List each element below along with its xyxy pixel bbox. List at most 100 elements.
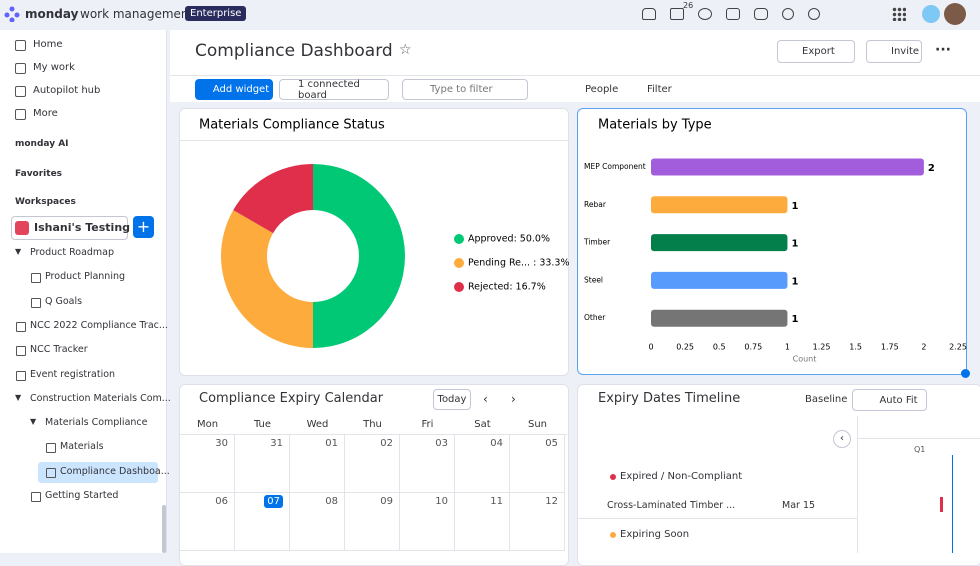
- tree-item[interactable]: Product Roadmap: [30, 247, 115, 258]
- group-dot: [610, 474, 616, 480]
- top-icons[interactable]: [642, 8, 942, 22]
- weekday: Mon: [196, 419, 219, 430]
- more-icon[interactable]: ···: [935, 42, 951, 58]
- icon[interactable]: [782, 8, 794, 20]
- plan-badge: Enterprise: [185, 6, 247, 21]
- divider: [170, 75, 980, 76]
- day-number: 03: [435, 438, 448, 449]
- tree-item[interactable]: Materials: [60, 441, 104, 453]
- tree-icon: [31, 297, 41, 308]
- filter-button[interactable]: Filter: [647, 84, 672, 95]
- data-label: 1: [791, 239, 798, 250]
- day-cell: 05: [510, 435, 565, 493]
- account-icon[interactable]: [922, 5, 940, 23]
- baseline-button[interactable]: Baseline: [805, 394, 848, 405]
- day-number: 04: [490, 438, 503, 449]
- tree-icon: [16, 370, 26, 381]
- add-widget-button[interactable]: Add widget: [195, 79, 273, 100]
- tree-item[interactable]: NCC 2022 Compliance Trac...: [30, 319, 168, 331]
- x-tick-label: 0.25: [676, 343, 694, 352]
- data-label: 1: [791, 314, 798, 325]
- donut-slice: [233, 164, 313, 234]
- avatar[interactable]: [944, 3, 966, 25]
- legend-swatch: [454, 258, 464, 268]
- auto-fit-button[interactable]: Auto Fit: [852, 389, 927, 411]
- section-label: Favorites: [15, 169, 63, 179]
- nav-item[interactable]: Autopilot hub: [33, 85, 101, 96]
- charts: Materials Compliance Status Approved: 50.…: [199, 118, 967, 364]
- timeline-bar: [940, 497, 943, 512]
- filter-input[interactable]: Type to filter: [402, 79, 528, 100]
- donut-slice: [313, 164, 405, 348]
- nav-icon: [15, 40, 26, 51]
- weekday: Sat: [474, 419, 491, 430]
- legend-swatch: [454, 282, 464, 292]
- y-tick-label: Steel: [584, 275, 603, 284]
- connected-board-button[interactable]: 1 connected board: [279, 79, 389, 101]
- next-button[interactable]: ›: [511, 392, 516, 406]
- prev-button[interactable]: ‹: [483, 392, 488, 406]
- workspace-name: Ishani's Testing: [34, 221, 131, 234]
- top-bar: monday work management Enterprise 26: [0, 0, 980, 30]
- divider: [180, 434, 567, 435]
- x-tick-label: 0.5: [713, 343, 726, 352]
- resize-handle[interactable]: [961, 369, 970, 378]
- legend-label: Pending Re... : 33.3%: [468, 258, 570, 269]
- icon[interactable]: [670, 8, 684, 20]
- day-cell: 06: [180, 493, 235, 551]
- widget-title: Materials by Type: [598, 118, 712, 133]
- day-cell: 01: [290, 435, 345, 493]
- nav-item[interactable]: My work: [33, 62, 75, 73]
- x-tick-label: 1: [785, 343, 790, 352]
- day-cell: 31: [235, 435, 290, 493]
- export-button[interactable]: Export: [777, 40, 855, 63]
- tree-item[interactable]: Materials Compliance: [45, 417, 148, 429]
- weekday: Tue: [253, 419, 272, 430]
- today-button[interactable]: Today: [433, 389, 471, 410]
- day-number: 06: [215, 496, 228, 507]
- people-button[interactable]: People: [585, 84, 619, 95]
- day-number: 07: [264, 495, 283, 508]
- tree-item[interactable]: Product Planning: [45, 271, 126, 283]
- icon[interactable]: [642, 8, 656, 20]
- today-label: Today: [437, 394, 467, 405]
- nav-item[interactable]: More: [33, 108, 58, 119]
- tree-item[interactable]: Compliance Dashboa...: [60, 465, 170, 477]
- group-name: Expired / Non-Compliant: [620, 471, 743, 482]
- invite-button[interactable]: Invite: [866, 40, 922, 63]
- icon[interactable]: [726, 8, 740, 20]
- collapse-button[interactable]: ‹: [833, 430, 851, 448]
- day-cell: 04: [455, 435, 510, 493]
- tree-item[interactable]: Construction Materials Com...: [30, 392, 171, 404]
- workspace-select[interactable]: Ishani's Testing: [11, 216, 131, 240]
- icon[interactable]: [698, 8, 712, 20]
- day-cell: 11: [455, 493, 510, 551]
- tree-icon: [31, 273, 41, 284]
- add-button[interactable]: +: [133, 216, 154, 238]
- day-number: 31: [270, 438, 283, 449]
- bar: [651, 158, 924, 176]
- tree-item[interactable]: NCC Tracker: [30, 344, 88, 356]
- nav-item[interactable]: Home: [33, 39, 63, 50]
- tree-item[interactable]: Q Goals: [45, 295, 83, 307]
- tree-item[interactable]: Getting Started: [45, 490, 119, 501]
- star-icon[interactable]: ☆: [399, 42, 412, 58]
- day-cell: 08: [290, 493, 345, 551]
- nav-icon: [15, 63, 26, 74]
- divider: [857, 416, 858, 553]
- brand: monday: [25, 7, 79, 21]
- x-tick-label: 2: [921, 343, 926, 352]
- item-name: Cross-Laminated Timber ...: [607, 500, 736, 511]
- weekday: Sun: [527, 419, 548, 430]
- tree-arrow: ▼: [15, 247, 22, 256]
- icon[interactable]: [808, 8, 820, 20]
- item-date: Mar 15: [782, 500, 816, 511]
- weekday: Wed: [306, 419, 329, 430]
- tree-item[interactable]: Event registration: [30, 368, 116, 380]
- apps-icon[interactable]: [892, 7, 906, 21]
- icon[interactable]: [754, 8, 768, 20]
- day-cell: 09: [345, 493, 400, 551]
- divider: [857, 438, 980, 439]
- nav-icon: [15, 109, 26, 120]
- day-number: 02: [380, 438, 393, 449]
